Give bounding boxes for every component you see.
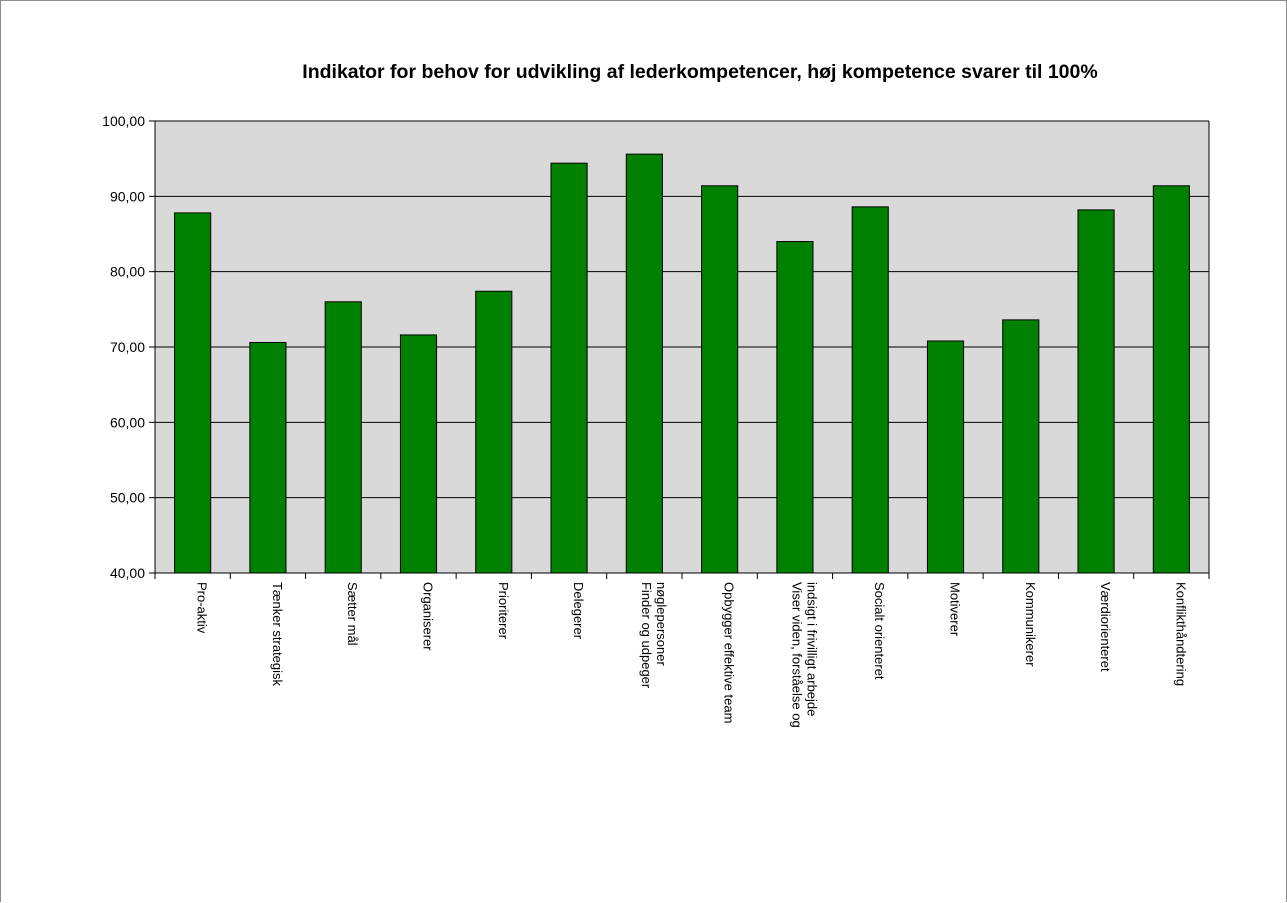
category-label: Delegerer [571, 582, 586, 640]
y-tick-label: 40,00 [110, 565, 145, 581]
bar [475, 290, 513, 574]
bar [1077, 209, 1115, 574]
bar [550, 162, 588, 574]
category-label: Socialt orienteret [872, 582, 887, 680]
category-label: indsigt i frivilligt arbejde [804, 582, 819, 716]
category-label: Finder og udpeger [639, 582, 654, 689]
bar [625, 153, 663, 574]
bar [249, 341, 287, 574]
bar [776, 241, 814, 574]
category-label: Organiserer [421, 582, 436, 651]
category-label: Tænker strategisk [270, 582, 285, 687]
y-tick-label: 90,00 [110, 188, 145, 204]
bar [399, 334, 438, 574]
category-label: Prioriterer [496, 582, 511, 640]
category-label: Pro-aktiv [195, 582, 210, 634]
category-label: Konflikthåndtering [1173, 582, 1188, 686]
category-label: Kommunikerer [1023, 582, 1038, 667]
y-tick-label: 80,00 [110, 264, 145, 280]
bar [851, 206, 889, 574]
category-label: Viser viden, forståelse og [789, 582, 804, 728]
category-label: Værdiorienteret [1098, 582, 1113, 672]
category-label: nøglepersoner [654, 582, 669, 666]
category-label: Sætter mål [345, 582, 360, 646]
category-label: Opbygger effektive team [722, 582, 737, 723]
bar [174, 212, 212, 574]
bar [324, 301, 362, 574]
bar [926, 340, 965, 574]
y-tick-label: 70,00 [110, 339, 145, 355]
chart-title: Indikator for behov for udvikling af led… [302, 61, 1097, 83]
bar [1152, 185, 1190, 574]
y-tick-label: 50,00 [110, 490, 145, 506]
category-label: Motiverer [948, 582, 963, 637]
y-tick-label: 60,00 [110, 414, 145, 430]
bar [1002, 319, 1040, 574]
y-tick-label: 100,00 [102, 113, 145, 129]
bar [701, 185, 739, 574]
